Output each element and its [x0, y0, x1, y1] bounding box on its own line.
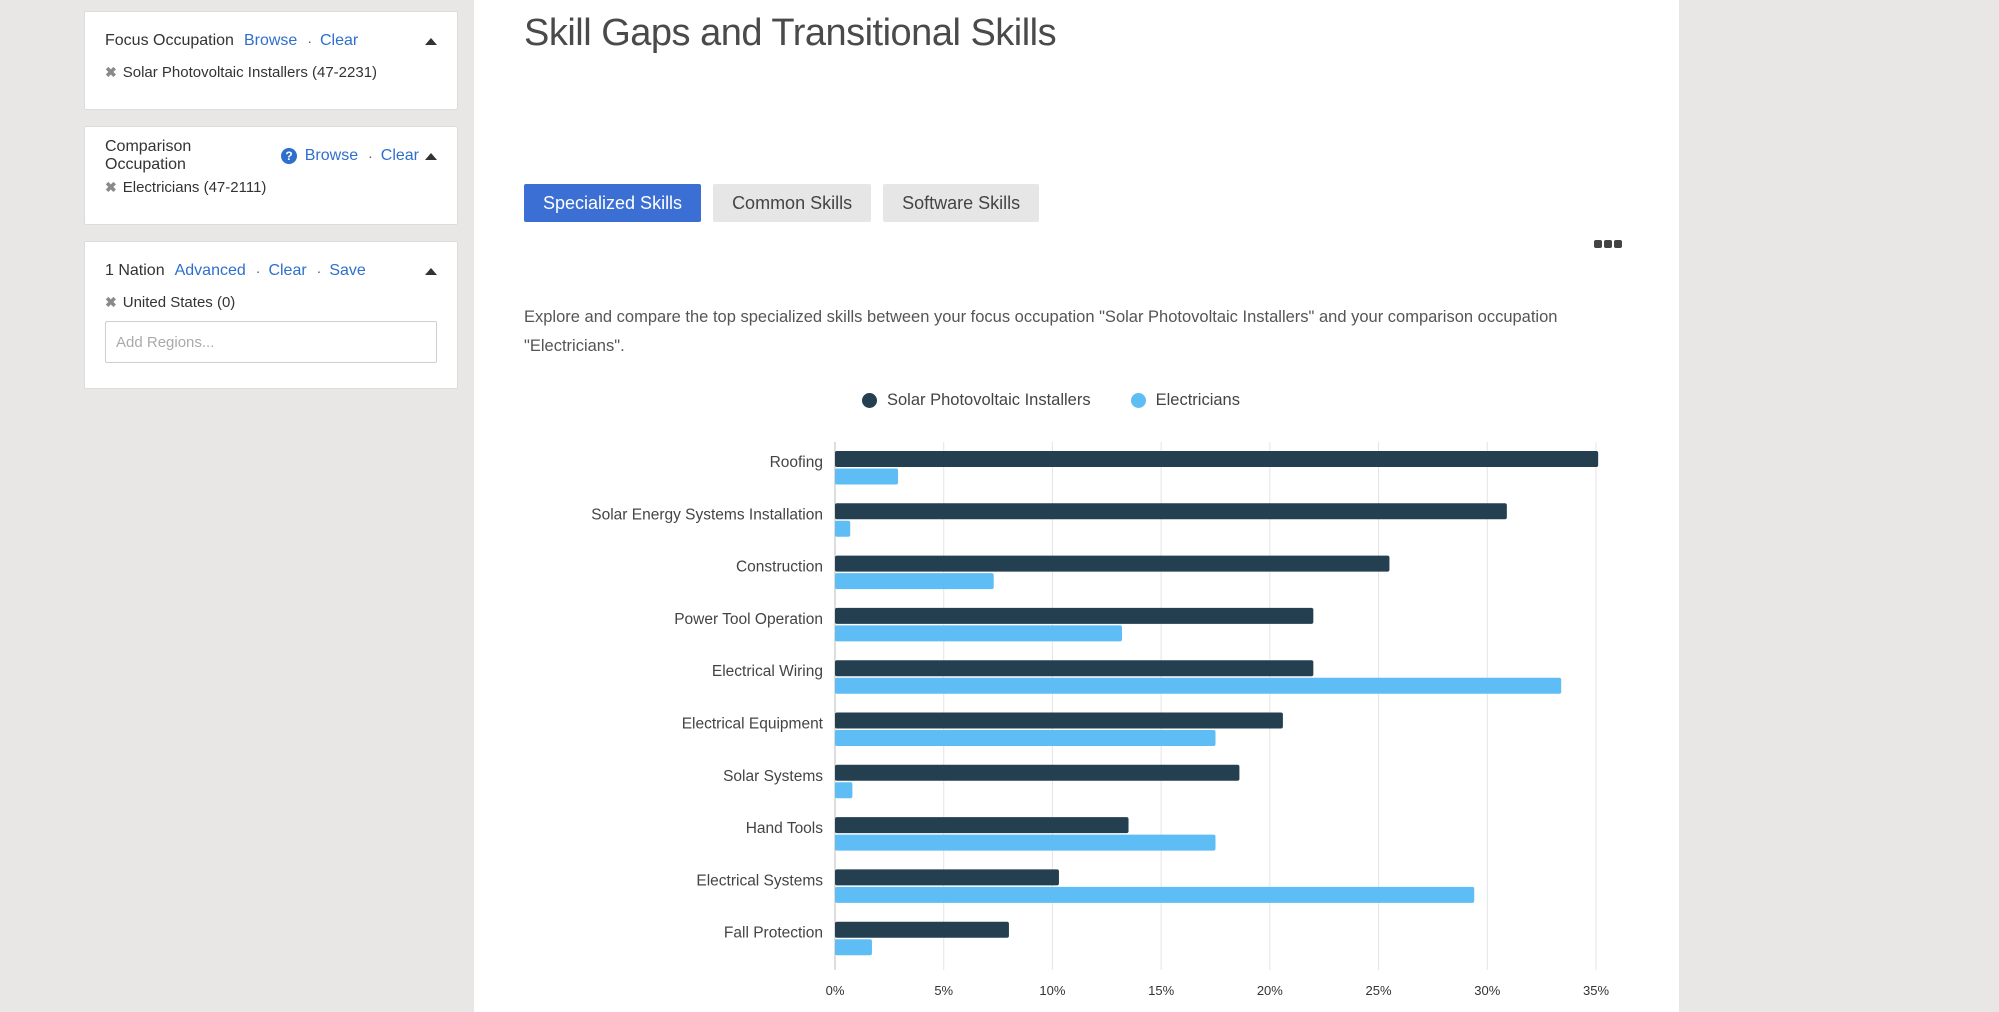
x-tick-label: 30%	[1474, 983, 1500, 998]
legend-item-comparison[interactable]: Electricians	[1130, 391, 1240, 410]
focus-browse-link[interactable]: Browse	[243, 32, 298, 49]
focus-occupation-chip: ✖ Solar Photovoltaic Installers (47-2231…	[105, 64, 437, 81]
focus-occupation-chip-label: Solar Photovoltaic Installers (47-2231)	[122, 64, 378, 81]
bar-focus	[835, 451, 1599, 467]
chart-legend: Solar Photovoltaic Installers Electricia…	[862, 391, 1280, 410]
category-label: Solar Energy Systems Installation	[591, 506, 823, 523]
remove-x-icon[interactable]: ✖	[105, 179, 117, 195]
x-tick-label: 25%	[1366, 983, 1392, 998]
category-label: Electrical Wiring	[712, 663, 823, 680]
bar-focus	[835, 817, 1129, 834]
add-regions-input[interactable]	[105, 321, 437, 363]
bar-comparison	[835, 677, 1562, 694]
category-label: Construction	[736, 559, 823, 576]
legend-label-comparison: Electricians	[1155, 391, 1240, 409]
more-options-icon[interactable]	[1594, 240, 1624, 248]
x-tick-label: 15%	[1148, 983, 1174, 998]
region-title: 1 Nation	[105, 262, 165, 279]
bar-focus	[835, 869, 1059, 886]
separator: ·	[368, 148, 373, 164]
comparison-occupation-chip: ✖ Electricians (47-2111)	[105, 179, 437, 196]
region-clear-link[interactable]: Clear	[268, 262, 307, 279]
category-label: Solar Systems	[723, 768, 823, 785]
comparison-occupation-chip-label: Electricians (47-2111)	[122, 179, 267, 196]
region-panel: 1 Nation Advanced · Clear · Save ✖ Unite…	[84, 241, 458, 389]
x-tick-label: 5%	[934, 983, 953, 998]
category-label: Fall Protection	[724, 925, 823, 942]
comparison-clear-link[interactable]: Clear	[380, 147, 419, 164]
category-label: Hand Tools	[746, 820, 824, 837]
collapse-caret-icon[interactable]	[425, 267, 437, 275]
bar-comparison	[835, 468, 899, 485]
comparison-browse-link[interactable]: Browse	[304, 147, 359, 164]
bar-focus	[835, 660, 1314, 677]
focus-occupation-header: Focus Occupation Browse · Clear	[105, 30, 437, 52]
bar-focus	[835, 607, 1314, 624]
collapse-caret-icon[interactable]	[425, 152, 437, 160]
legend-dot-comparison	[1130, 393, 1146, 408]
focus-occupation-panel: Focus Occupation Browse · Clear ✖ Solar …	[84, 11, 458, 110]
x-tick-label: 0%	[826, 983, 845, 998]
main-content: Skill Gaps and Transitional Skills Speci…	[474, 0, 1679, 1012]
comparison-occupation-panel: Comparison Occupation ? Browse · Clear ✖…	[84, 126, 458, 225]
separator: ·	[316, 263, 322, 279]
skills-bar-chart: 0% 5% 10% 15% 20% 25% 30% 35% Roofing Solar Energ…	[591, 442, 1609, 998]
skill-tabs: Specialized Skills Common Skills Softwar…	[524, 184, 1051, 222]
bar-comparison	[835, 730, 1216, 746]
separator: ·	[307, 33, 312, 49]
tab-software-skills[interactable]: Software Skills	[883, 184, 1040, 222]
category-label: Roofing	[770, 454, 823, 471]
page-title: Skill Gaps and Transitional Skills	[524, 12, 1057, 54]
bar-focus	[835, 503, 1507, 520]
x-tick-label: 20%	[1257, 983, 1283, 998]
region-save-link[interactable]: Save	[329, 262, 366, 279]
bar-focus	[835, 921, 1009, 938]
bar-comparison	[835, 625, 1123, 642]
bar-comparison	[835, 573, 994, 590]
category-label: Electrical Systems	[696, 872, 823, 889]
bar-focus	[835, 712, 1283, 729]
legend-item-focus[interactable]: Solar Photovoltaic Installers	[862, 391, 1091, 410]
bar-comparison	[835, 782, 853, 799]
bar-comparison	[835, 834, 1216, 851]
tab-common-skills[interactable]: Common Skills	[713, 184, 872, 222]
chart-description: Explore and compare the top specialized …	[524, 308, 1558, 355]
category-label: Power Tool Operation	[674, 611, 823, 628]
legend-label-focus: Solar Photovoltaic Installers	[887, 391, 1091, 409]
bar-focus	[835, 764, 1240, 781]
tab-specialized-skills[interactable]: Specialized Skills	[524, 184, 702, 222]
bar-comparison	[835, 520, 851, 537]
bar-focus	[835, 555, 1390, 572]
bar-comparison	[835, 939, 872, 956]
focus-occupation-title: Focus Occupation	[105, 32, 234, 49]
region-chip-label: United States (0)	[122, 294, 236, 311]
remove-x-icon[interactable]: ✖	[105, 64, 117, 80]
comparison-occupation-title: Comparison Occupation	[105, 138, 192, 173]
separator: ·	[255, 263, 261, 279]
x-tick-label: 35%	[1583, 983, 1609, 998]
region-chip: ✖ United States (0)	[105, 294, 437, 311]
comparison-occupation-header: Comparison Occupation ? Browse · Clear	[105, 138, 437, 173]
collapse-caret-icon[interactable]	[425, 37, 437, 45]
bar-comparison	[835, 886, 1475, 903]
focus-clear-link[interactable]: Clear	[319, 32, 359, 49]
region-advanced-link[interactable]: Advanced	[174, 262, 246, 279]
help-icon[interactable]: ?	[281, 148, 297, 164]
region-header: 1 Nation Advanced · Clear · Save	[105, 260, 437, 282]
legend-dot-focus	[862, 393, 877, 408]
x-tick-label: 10%	[1039, 983, 1065, 998]
remove-x-icon[interactable]: ✖	[105, 294, 117, 310]
category-label: Electrical Equipment	[682, 716, 824, 733]
